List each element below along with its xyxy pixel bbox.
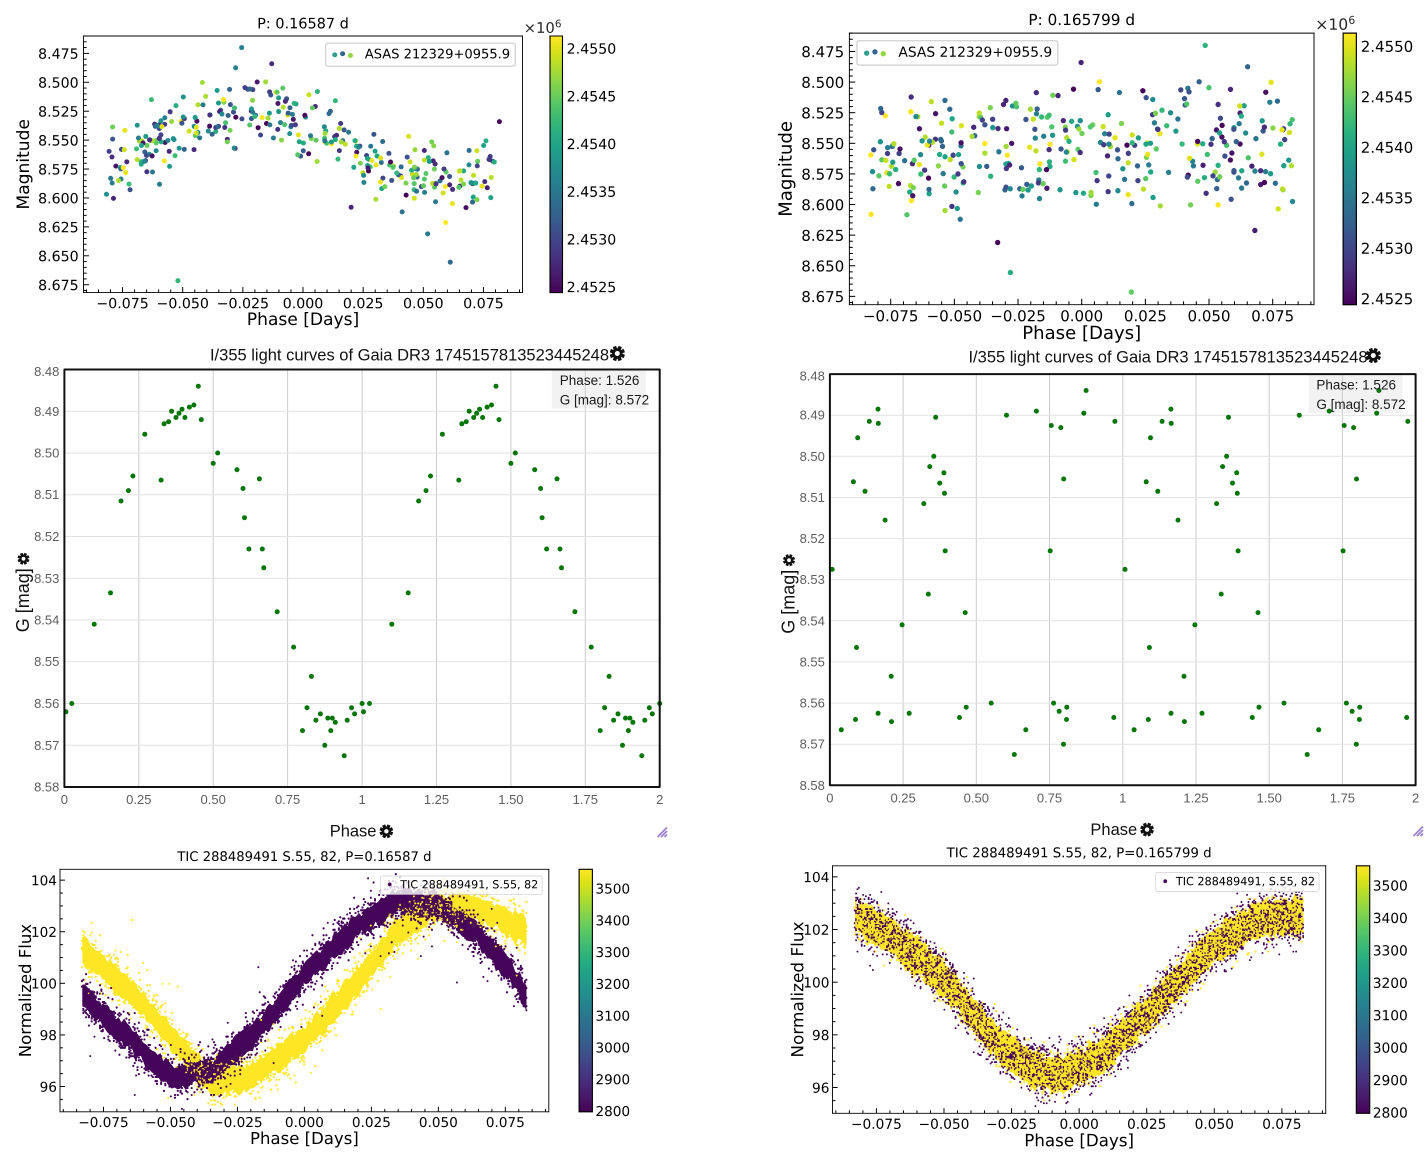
svg-text:8.55: 8.55 [800, 654, 825, 669]
svg-text:2: 2 [656, 792, 663, 807]
svg-text:2: 2 [1412, 790, 1419, 805]
svg-text:1.75: 1.75 [573, 792, 598, 807]
svg-text:G [mag]: 8.572: G [mag]: 8.572 [1316, 397, 1405, 412]
svg-text:1.25: 1.25 [1183, 790, 1208, 805]
svg-text:0.25: 0.25 [890, 790, 915, 805]
svg-text:8.48: 8.48 [800, 369, 825, 384]
svg-text:Phase: 1.526: Phase: 1.526 [1316, 378, 1396, 393]
svg-text:G [mag]: G [mag] [13, 568, 33, 632]
svg-text:0: 0 [826, 790, 833, 805]
svg-text:Phase: Phase [330, 823, 377, 841]
svg-text:G [mag]: G [mag] [779, 570, 799, 634]
svg-text:8.56: 8.56 [800, 696, 825, 711]
svg-text:0.25: 0.25 [126, 792, 151, 807]
svg-text:0.50: 0.50 [964, 790, 989, 805]
svg-text:8.57: 8.57 [34, 738, 59, 753]
svg-text:8.51: 8.51 [800, 490, 825, 505]
svg-text:1: 1 [1119, 790, 1126, 805]
svg-text:8.56: 8.56 [34, 696, 59, 711]
svg-text:G [mag]: 8.572: G [mag]: 8.572 [560, 393, 649, 408]
svg-text:Phase: Phase [1090, 821, 1137, 839]
svg-text:8.53: 8.53 [34, 571, 59, 586]
svg-text:8.58: 8.58 [800, 778, 825, 793]
svg-text:8.54: 8.54 [800, 613, 825, 628]
svg-text:8.52: 8.52 [34, 529, 59, 544]
svg-text:8.48: 8.48 [34, 364, 59, 379]
svg-text:8.52: 8.52 [800, 531, 825, 546]
svg-text:1.25: 1.25 [424, 792, 449, 807]
svg-text:8.50: 8.50 [34, 446, 59, 461]
svg-text:1.50: 1.50 [498, 792, 523, 807]
svg-text:8.54: 8.54 [34, 613, 59, 628]
svg-text:8.49: 8.49 [800, 408, 825, 423]
svg-text:8.49: 8.49 [34, 404, 59, 419]
svg-text:I/355 light curves of Gaia DR3: I/355 light curves of Gaia DR3 174515781… [968, 349, 1367, 367]
svg-text:0.75: 0.75 [275, 792, 300, 807]
svg-text:8.53: 8.53 [800, 572, 825, 587]
svg-text:I/355 light curves of Gaia DR3: I/355 light curves of Gaia DR3 174515781… [210, 347, 609, 365]
svg-text:0.75: 0.75 [1037, 790, 1062, 805]
svg-text:1: 1 [358, 792, 365, 807]
svg-text:8.58: 8.58 [34, 780, 59, 795]
svg-text:1.50: 1.50 [1257, 790, 1282, 805]
svg-text:8.51: 8.51 [34, 487, 59, 502]
svg-text:0: 0 [61, 792, 68, 807]
svg-text:8.55: 8.55 [34, 654, 59, 669]
svg-text:Phase: 1.526: Phase: 1.526 [560, 373, 640, 388]
svg-text:8.57: 8.57 [800, 737, 825, 752]
svg-text:1.75: 1.75 [1330, 790, 1355, 805]
svg-text:8.50: 8.50 [800, 449, 825, 464]
svg-text:0.50: 0.50 [201, 792, 226, 807]
